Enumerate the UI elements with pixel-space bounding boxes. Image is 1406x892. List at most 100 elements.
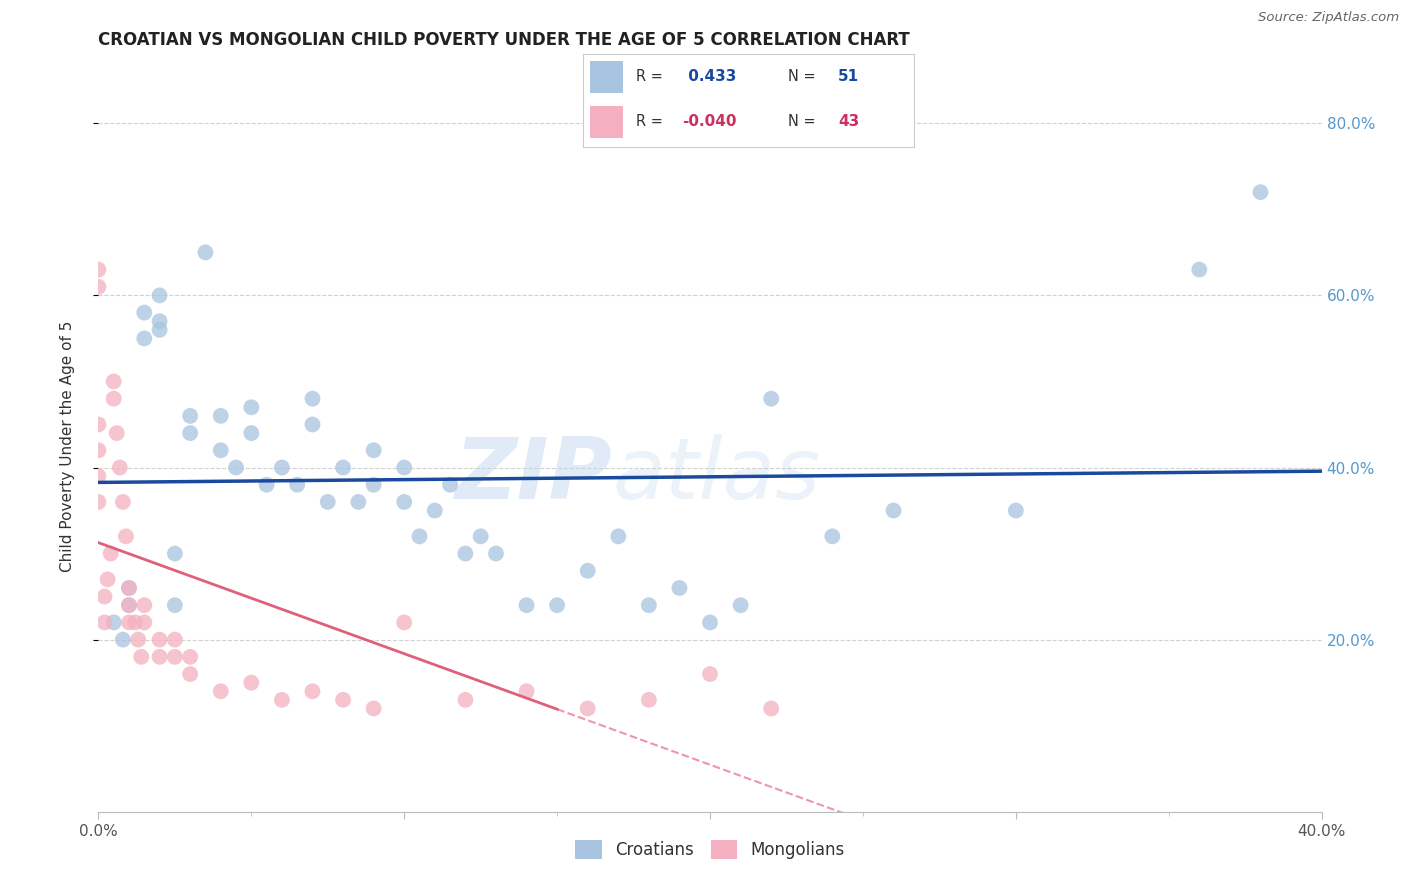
Point — [87, 262, 110, 277]
Point — [363, 701, 385, 715]
Point — [118, 581, 141, 595]
Point — [163, 649, 186, 664]
Point — [134, 305, 156, 319]
Point — [546, 598, 568, 612]
Text: 0.433: 0.433 — [683, 70, 735, 85]
Point — [454, 693, 477, 707]
Text: N =: N = — [789, 114, 815, 129]
Text: R =: R = — [637, 114, 664, 129]
Point — [87, 417, 110, 432]
Text: R =: R = — [637, 70, 664, 85]
Text: Source: ZipAtlas.com: Source: ZipAtlas.com — [1258, 11, 1399, 24]
Point — [118, 598, 141, 612]
Point — [118, 598, 141, 612]
Point — [454, 547, 477, 561]
Point — [163, 547, 186, 561]
Point — [423, 503, 446, 517]
Point — [163, 632, 186, 647]
Point — [301, 684, 323, 698]
Point — [285, 477, 308, 491]
Point — [759, 392, 782, 406]
Point — [163, 598, 186, 612]
Point — [392, 615, 416, 630]
Point — [87, 280, 110, 294]
Point — [301, 417, 323, 432]
Point — [103, 615, 125, 630]
Point — [179, 409, 201, 423]
Text: atlas: atlas — [612, 434, 820, 516]
Point — [270, 460, 292, 475]
Point — [485, 547, 508, 561]
Point — [516, 684, 538, 698]
Point — [301, 392, 323, 406]
Point — [668, 581, 690, 595]
Point — [149, 323, 172, 337]
Point — [576, 701, 599, 715]
Text: CROATIAN VS MONGOLIAN CHILD POVERTY UNDER THE AGE OF 5 CORRELATION CHART: CROATIAN VS MONGOLIAN CHILD POVERTY UNDE… — [98, 31, 910, 49]
Point — [316, 495, 339, 509]
Text: -0.040: -0.040 — [683, 114, 737, 129]
Point — [607, 529, 630, 543]
Point — [134, 331, 156, 345]
Point — [392, 495, 416, 509]
Point — [129, 649, 152, 664]
Point — [883, 503, 905, 517]
Y-axis label: Child Poverty Under the Age of 5: Child Poverty Under the Age of 5 — [60, 320, 75, 572]
Point — [115, 529, 138, 543]
Point — [332, 693, 354, 707]
Point — [637, 693, 661, 707]
Point — [127, 632, 149, 647]
Point — [759, 701, 782, 715]
Point — [1249, 185, 1271, 199]
Text: 51: 51 — [838, 70, 859, 85]
Point — [699, 615, 721, 630]
Point — [87, 443, 110, 458]
Point — [134, 598, 156, 612]
Point — [118, 581, 141, 595]
Point — [439, 477, 461, 491]
Point — [134, 615, 156, 630]
Point — [225, 460, 247, 475]
Point — [1188, 262, 1211, 277]
Point — [87, 469, 110, 483]
Point — [240, 675, 263, 690]
Point — [149, 649, 172, 664]
Point — [363, 443, 385, 458]
Point — [470, 529, 492, 543]
Point — [124, 615, 146, 630]
Point — [347, 495, 370, 509]
Point — [111, 495, 134, 509]
Point — [1004, 503, 1026, 517]
Point — [149, 632, 172, 647]
Point — [821, 529, 844, 543]
Text: N =: N = — [789, 70, 815, 85]
Point — [93, 590, 115, 604]
Bar — [591, 106, 623, 138]
Text: ZIP: ZIP — [454, 434, 612, 516]
Text: 43: 43 — [838, 114, 859, 129]
Point — [103, 375, 125, 389]
Point — [637, 598, 661, 612]
Point — [97, 573, 120, 587]
Bar — [591, 61, 623, 93]
Point — [118, 615, 141, 630]
Point — [240, 426, 263, 441]
Point — [516, 598, 538, 612]
Point — [332, 460, 354, 475]
Point — [363, 477, 385, 491]
Point — [179, 649, 201, 664]
Point — [256, 477, 278, 491]
Point — [149, 314, 172, 328]
Point — [93, 615, 115, 630]
Point — [149, 288, 172, 302]
Point — [730, 598, 752, 612]
Point — [209, 443, 232, 458]
Point — [240, 401, 263, 415]
Point — [111, 632, 134, 647]
Point — [179, 426, 201, 441]
Point — [209, 684, 232, 698]
Legend: Croatians, Mongolians: Croatians, Mongolians — [568, 833, 852, 865]
Point — [108, 460, 131, 475]
Point — [103, 392, 125, 406]
Point — [699, 667, 721, 681]
